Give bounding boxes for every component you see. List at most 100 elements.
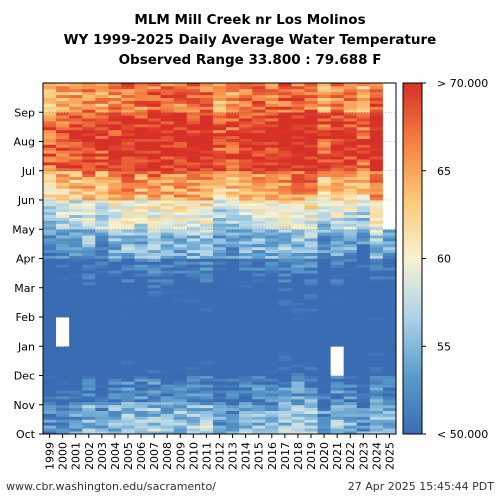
- heatmap-cell: [226, 314, 240, 318]
- heatmap-cell: [56, 311, 70, 315]
- heatmap-cell: [173, 129, 188, 134]
- heatmap-cell: [43, 410, 57, 414]
- heatmap-cell: [186, 384, 201, 388]
- heatmap-cell: [226, 129, 240, 134]
- heatmap-cell: [317, 182, 332, 186]
- heatmap-cell: [186, 235, 201, 239]
- heatmap-cell: [317, 387, 332, 391]
- heatmap-cell: [186, 273, 201, 277]
- missing-cell: [382, 191, 397, 195]
- heatmap-cell: [252, 401, 266, 406]
- heatmap-cell: [43, 205, 57, 210]
- heatmap-cell: [95, 343, 109, 347]
- x-tick-label: 2019: [305, 442, 318, 470]
- x-tick-label: 2009: [174, 442, 187, 470]
- heatmap-cell: [252, 328, 266, 333]
- heatmap-cell: [82, 273, 96, 277]
- heatmap-cell: [317, 328, 332, 333]
- heatmap-cell: [265, 205, 279, 210]
- heatmap-cell: [369, 331, 384, 335]
- heatmap-cell: [108, 147, 122, 151]
- heatmap-cell: [265, 243, 279, 248]
- heatmap-cell: [199, 311, 214, 315]
- heatmap-cell: [160, 255, 175, 259]
- heatmap-cell: [82, 317, 96, 321]
- heatmap-cell: [186, 85, 201, 90]
- heatmap-cell: [56, 264, 70, 268]
- heatmap-cell: [304, 106, 318, 110]
- heatmap-cell: [199, 319, 214, 324]
- heatmap-cell: [43, 311, 57, 315]
- heatmap-cell: [356, 325, 371, 330]
- heatmap-cell: [317, 264, 332, 268]
- heatmap-cell: [147, 235, 162, 239]
- heatmap-cell: [226, 173, 240, 177]
- heatmap-cell: [160, 232, 175, 236]
- heatmap-cell: [121, 305, 135, 309]
- heatmap-cell: [304, 205, 318, 210]
- heatmap-cell: [304, 372, 318, 376]
- heatmap-cell: [343, 366, 358, 371]
- heatmap-cell: [304, 243, 318, 248]
- heatmap-cell: [212, 202, 227, 207]
- heatmap-cell: [160, 229, 175, 233]
- heatmap-cell: [121, 360, 135, 365]
- heatmap-cell: [226, 191, 240, 195]
- heatmap-cell: [108, 200, 122, 204]
- heatmap-cell: [43, 185, 57, 189]
- heatmap-cell: [265, 369, 279, 373]
- heatmap-cell: [356, 387, 371, 391]
- heatmap-cell: [56, 387, 70, 391]
- heatmap-cell: [356, 369, 371, 373]
- heatmap-cell: [278, 425, 292, 429]
- heatmap-cell: [265, 100, 279, 104]
- heatmap-cell: [56, 240, 70, 245]
- heatmap-cell: [95, 153, 109, 157]
- heatmap-cell: [226, 387, 240, 391]
- heatmap-cell: [278, 390, 292, 394]
- heatmap-cell: [108, 106, 122, 110]
- heatmap-cell: [356, 115, 371, 119]
- heatmap-cell: [186, 238, 201, 242]
- heatmap-cell: [173, 331, 188, 335]
- heatmap-cell: [134, 191, 148, 195]
- heatmap-cell: [160, 422, 175, 426]
- heatmap-cell: [356, 223, 371, 227]
- heatmap-cell: [147, 369, 162, 373]
- heatmap-cell: [239, 267, 253, 271]
- heatmap-cell: [199, 226, 214, 230]
- heatmap-cell: [265, 103, 279, 107]
- heatmap-cell: [160, 179, 175, 183]
- heatmap-cell: [226, 135, 240, 139]
- heatmap-cell: [265, 328, 279, 333]
- heatmap-cell: [317, 167, 332, 172]
- heatmap-cell: [317, 287, 332, 292]
- heatmap-cell: [82, 159, 96, 163]
- heatmap-cell: [160, 197, 175, 201]
- heatmap-cell: [121, 255, 135, 259]
- heatmap-cell: [291, 398, 305, 403]
- heatmap-cell: [173, 428, 188, 432]
- heatmap-cell: [134, 352, 148, 356]
- heatmap-cell: [330, 88, 345, 93]
- heatmap-cell: [108, 387, 122, 391]
- heatmap-cell: [252, 132, 266, 137]
- heatmap-cell: [134, 398, 148, 403]
- heatmap-cell: [291, 287, 305, 292]
- heatmap-cell: [212, 314, 227, 318]
- heatmap-cell: [239, 156, 253, 160]
- heatmap-cell: [304, 378, 318, 382]
- heatmap-cell: [382, 410, 397, 414]
- heatmap-cell: [265, 343, 279, 347]
- heatmap-cell: [69, 413, 83, 417]
- heatmap-cell: [173, 325, 188, 330]
- heatmap-cell: [43, 404, 57, 409]
- heatmap-cell: [226, 205, 240, 210]
- heatmap-cell: [82, 129, 96, 134]
- heatmap-cell: [304, 319, 318, 324]
- missing-cell: [382, 220, 397, 224]
- x-tick-label: 2010: [187, 442, 200, 470]
- heatmap-cell: [226, 293, 240, 297]
- heatmap-cell: [160, 118, 175, 122]
- heatmap-cell: [134, 229, 148, 233]
